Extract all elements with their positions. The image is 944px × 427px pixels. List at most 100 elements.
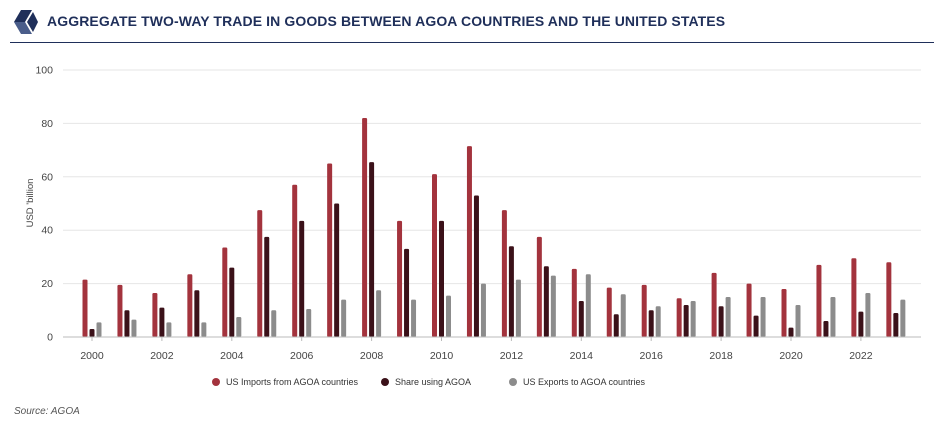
bar-share-agoa — [648, 310, 654, 337]
bar-share-agoa — [893, 312, 899, 337]
bar-us-exports — [830, 296, 836, 337]
bar-us-imports — [571, 268, 577, 337]
bar-us-exports — [446, 295, 451, 337]
bar-us-imports — [152, 292, 158, 337]
bar-us-exports — [795, 304, 801, 337]
bar-us-imports — [746, 283, 752, 337]
y-tick-label: 40 — [41, 225, 53, 237]
bar-share-agoa — [788, 327, 794, 337]
bar-share-agoa — [229, 267, 235, 337]
legend-marker — [212, 378, 220, 386]
bar-us-imports — [82, 279, 88, 337]
bar-us-imports — [222, 247, 228, 337]
x-tick-label: 2022 — [849, 350, 873, 362]
bar-us-exports — [96, 322, 102, 337]
bar-share-agoa — [683, 304, 689, 337]
y-tick-label: 100 — [35, 65, 53, 77]
bar-us-imports — [711, 272, 717, 337]
bar-share-agoa — [543, 266, 549, 337]
bar-us-exports — [341, 299, 347, 337]
bar-us-imports — [676, 298, 682, 337]
x-tick-label: 2008 — [360, 350, 384, 362]
bar-share-agoa — [439, 220, 444, 337]
legend-label: US Exports to AGOA countries — [523, 377, 646, 387]
y-tick-label: 0 — [47, 332, 53, 344]
header-divider — [10, 42, 934, 43]
bar-us-exports — [550, 275, 556, 337]
bar-us-imports — [432, 174, 437, 337]
bar-share-agoa — [159, 307, 165, 337]
bar-us-imports — [466, 146, 472, 337]
y-axis-label: USD 'billion — [25, 179, 36, 228]
chart-title: AGGREGATE TWO-WAY TRADE IN GOODS BETWEEN… — [47, 13, 726, 29]
bar-us-exports — [690, 300, 696, 337]
bar-share-agoa — [578, 300, 584, 337]
x-tick-label: 2012 — [500, 350, 524, 362]
legend-marker — [381, 378, 389, 386]
bar-share-agoa — [194, 290, 200, 337]
y-tick-label: 80 — [41, 118, 53, 130]
y-tick-label: 20 — [41, 278, 53, 290]
bar-share-agoa — [753, 315, 759, 337]
bar-us-exports — [271, 310, 277, 337]
bar-share-agoa — [369, 162, 375, 337]
bar-us-imports — [641, 284, 647, 337]
bar-us-exports — [515, 279, 521, 337]
x-tick-label: 2000 — [80, 350, 104, 362]
bar-us-imports — [117, 284, 123, 337]
x-tick-label: 2018 — [709, 350, 733, 362]
bar-us-exports — [585, 274, 591, 337]
bar-us-imports — [327, 163, 333, 337]
x-axis-ticks: 2000 2002 2004 2006 2008 2010 2012 2014 2016 2018… — [80, 337, 873, 362]
x-tick-label: 2014 — [570, 350, 594, 362]
bar-share-agoa — [718, 306, 724, 337]
bar-us-imports — [606, 287, 612, 337]
bar-share-agoa — [124, 310, 130, 337]
bar-us-exports — [131, 319, 137, 337]
bar-us-imports — [851, 258, 857, 337]
bar-us-exports — [166, 322, 172, 337]
bar-share-agoa — [404, 248, 410, 337]
x-tick-label: 2002 — [150, 350, 174, 362]
source-note: Source: AGOA — [14, 406, 80, 417]
gridlines — [63, 69, 921, 285]
bar-us-exports — [236, 316, 242, 337]
x-tick-label: 2010 — [430, 350, 454, 362]
bar-us-exports — [411, 299, 417, 337]
bar-us-exports — [376, 290, 382, 337]
bar-us-exports — [760, 296, 766, 337]
bar-share-agoa — [858, 311, 864, 337]
bar-share-agoa — [613, 314, 619, 337]
bar-us-exports — [725, 296, 731, 337]
legend: US Imports from AGOA countries Share usin… — [212, 377, 646, 387]
x-tick-label: 2004 — [220, 350, 244, 362]
bar-share-agoa — [299, 220, 305, 337]
bar-us-imports — [257, 210, 263, 337]
bar-share-agoa — [89, 328, 95, 337]
x-tick-label: 2006 — [290, 350, 314, 362]
brand-logo-icon — [14, 10, 38, 34]
bar-us-imports — [816, 264, 822, 337]
bar-us-exports — [201, 322, 207, 337]
bar-share-agoa — [334, 203, 340, 337]
bar-us-exports — [655, 306, 661, 337]
bar-us-imports — [501, 210, 507, 337]
bar-us-exports — [620, 294, 626, 337]
bar-us-imports — [886, 262, 892, 337]
bar-us-imports — [536, 236, 542, 337]
bar-share-agoa — [508, 246, 514, 337]
bar-us-exports — [865, 292, 871, 337]
bar-us-exports — [480, 283, 486, 337]
legend-label: Share using AGOA — [395, 377, 471, 387]
bar-us-exports — [306, 308, 312, 337]
bar-us-imports — [397, 220, 403, 337]
x-tick-label: 2020 — [779, 350, 803, 362]
legend-marker — [509, 378, 517, 386]
bar-us-imports — [292, 184, 298, 337]
bar-share-agoa — [473, 195, 479, 337]
y-axis-ticks: 0 20 40 60 80 100 — [35, 65, 53, 344]
chart-header: AGGREGATE TWO-WAY TRADE IN GOODS BETWEEN… — [0, 0, 944, 46]
bar-us-exports — [900, 299, 906, 337]
bar-us-imports — [187, 274, 193, 337]
